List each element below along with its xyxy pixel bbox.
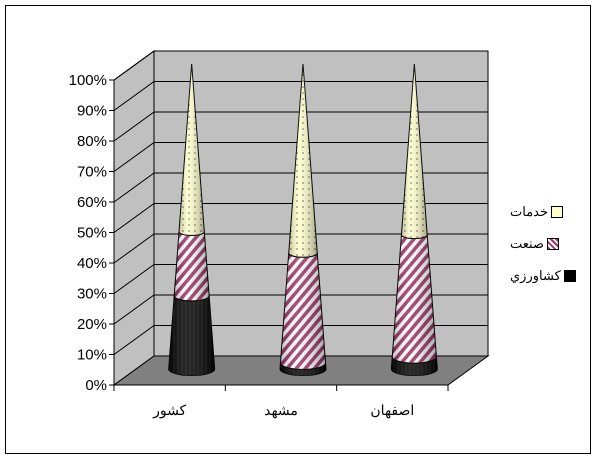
x-tick-label: کشور (152, 402, 186, 419)
y-axis: 0% 10% 20% 30% 40% 50% 60% 70% 80% 90% 100% (69, 72, 115, 394)
gridline (113, 50, 488, 81)
gridline (113, 294, 488, 325)
y-tick-label: 80% (77, 133, 107, 150)
gridline (113, 203, 488, 233)
gridline (113, 264, 488, 294)
cone (168, 64, 216, 377)
gridline (113, 233, 488, 264)
cones (168, 64, 438, 377)
gridline (113, 142, 488, 172)
legend-item-services: خدمات (510, 196, 594, 228)
legend-swatch-services (551, 206, 564, 218)
gridline (113, 325, 488, 355)
legend-label-agriculture: کشاورزي (510, 268, 561, 283)
cone-segment-shade (179, 64, 205, 236)
cone-segment-shade (391, 356, 438, 376)
legend-label-industry: صنعت (510, 236, 544, 251)
y-tick-label: 30% (77, 286, 107, 303)
cone-segment-shade (168, 295, 215, 376)
legend-label-services: خدمات (510, 204, 549, 219)
cone (279, 64, 327, 377)
y-tick-label: 0% (85, 377, 107, 394)
gridline (113, 81, 488, 111)
gridlines (113, 50, 488, 355)
cone-segment-shade (280, 362, 326, 376)
cone-segment-shade (280, 253, 326, 370)
legend-item-agriculture: کشاورزي (510, 260, 594, 292)
y-tick-label: 20% (77, 316, 107, 333)
y-tick-label: 40% (77, 255, 107, 272)
y-tick-label: 10% (77, 347, 107, 364)
x-tick-label: مشهد (264, 402, 298, 419)
x-tick-label: اصفهان (370, 402, 414, 419)
gridline (113, 111, 488, 142)
y-tick-label: 100% (69, 72, 107, 89)
y-tick-label: 50% (77, 225, 107, 242)
legend: خدمات صنعت کشاورزي (510, 196, 594, 292)
legend-swatch-industry (547, 238, 559, 250)
legend-item-industry: صنعت (510, 228, 594, 260)
x-axis: کشور مشهد اصفهان (113, 384, 449, 419)
legend-swatch-agriculture (563, 270, 576, 282)
cone-segment-shade (288, 64, 318, 258)
cone (390, 64, 438, 377)
cone-segment-shade (392, 234, 437, 364)
cone-segment-shade (174, 231, 210, 301)
y-tick-label: 90% (77, 103, 107, 120)
gridline (113, 172, 488, 203)
y-tick-label: 70% (77, 164, 107, 181)
cone-segment-shade (401, 64, 428, 239)
y-tick-label: 60% (77, 194, 107, 211)
